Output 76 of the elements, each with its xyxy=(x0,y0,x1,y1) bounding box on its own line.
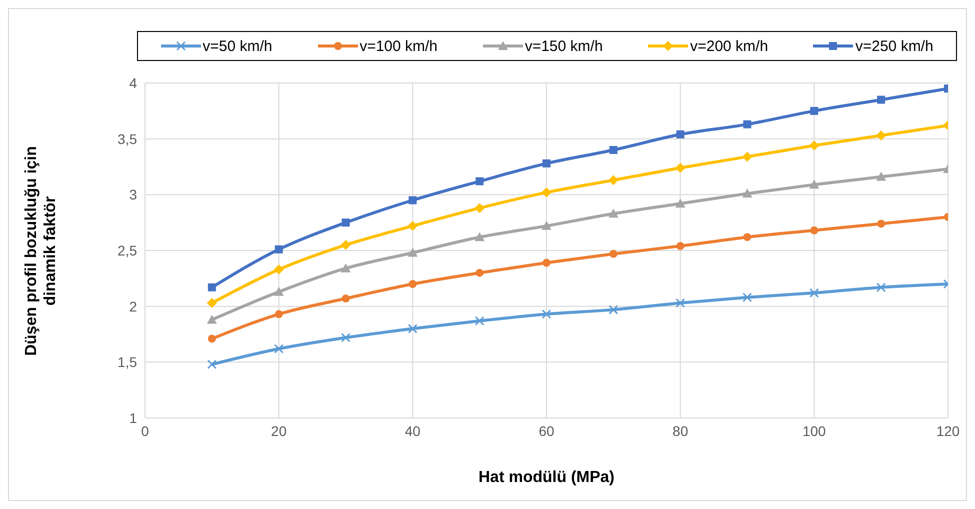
point xyxy=(676,298,686,308)
point xyxy=(274,264,284,274)
point xyxy=(877,220,886,228)
point xyxy=(877,96,886,104)
point xyxy=(676,130,684,138)
point xyxy=(342,294,350,303)
point xyxy=(206,314,217,324)
x-tick-label: 0 xyxy=(141,422,150,439)
point xyxy=(474,316,484,326)
legend-label: v=250 km/h xyxy=(855,38,934,54)
point xyxy=(542,258,550,267)
legend-label: v=200 km/h xyxy=(690,38,768,54)
point xyxy=(742,152,752,162)
point xyxy=(675,162,686,173)
x-tick-label: 120 xyxy=(936,422,960,439)
point xyxy=(608,208,618,218)
point xyxy=(274,344,284,354)
point xyxy=(609,146,618,154)
legend-label: v=50 km/h xyxy=(202,38,272,54)
y-tick-label: 3,5 xyxy=(118,130,138,147)
point xyxy=(876,172,886,181)
point xyxy=(206,298,217,308)
point xyxy=(609,250,618,258)
x-tick-label: 20 xyxy=(271,422,287,439)
point xyxy=(608,304,618,314)
y-tick-label: 2,5 xyxy=(118,242,138,258)
x-tick-label: 40 xyxy=(404,422,421,439)
point xyxy=(474,232,485,242)
point xyxy=(408,248,418,257)
point xyxy=(208,283,216,292)
point xyxy=(742,188,752,198)
point xyxy=(542,220,552,230)
point xyxy=(542,159,550,168)
x-tick-label: 60 xyxy=(538,422,554,439)
point xyxy=(743,120,752,128)
point xyxy=(207,360,217,370)
point xyxy=(274,310,283,318)
point xyxy=(408,280,417,288)
y-tick-label: 4 xyxy=(129,74,138,91)
point xyxy=(876,130,886,140)
point xyxy=(476,268,484,277)
point xyxy=(809,288,819,298)
x-tick-label: 80 xyxy=(672,422,688,439)
point xyxy=(341,332,350,342)
y-tick-label: 1 xyxy=(129,410,138,426)
y-axis-title: Düşen profil bozukluğu için dinamik faktör xyxy=(23,146,59,356)
point xyxy=(742,292,752,302)
point xyxy=(810,226,818,234)
legend-label: v=150 km/h xyxy=(524,38,603,54)
x-tick-label: 100 xyxy=(802,422,826,439)
point xyxy=(608,175,618,186)
point xyxy=(208,334,216,343)
point xyxy=(342,218,350,227)
y-tick-label: 3 xyxy=(129,186,138,203)
point xyxy=(408,324,418,334)
point xyxy=(542,309,552,319)
point xyxy=(542,187,552,198)
point xyxy=(408,196,417,204)
point xyxy=(676,242,684,250)
point xyxy=(743,233,752,242)
point xyxy=(675,198,686,208)
point xyxy=(340,263,351,272)
point xyxy=(809,180,820,189)
x-axis-title: Hat modülü (MPa) xyxy=(478,469,614,486)
point xyxy=(340,240,351,250)
legend-label: v=100 km/h xyxy=(360,38,438,54)
y-tick-label: 1,5 xyxy=(118,354,138,370)
point xyxy=(274,286,284,296)
point xyxy=(810,106,818,115)
y-tick-label: 2 xyxy=(129,298,138,314)
point xyxy=(809,140,820,151)
point xyxy=(408,220,418,231)
point xyxy=(274,245,283,254)
point xyxy=(474,203,485,214)
point xyxy=(876,282,886,292)
point xyxy=(476,177,484,186)
